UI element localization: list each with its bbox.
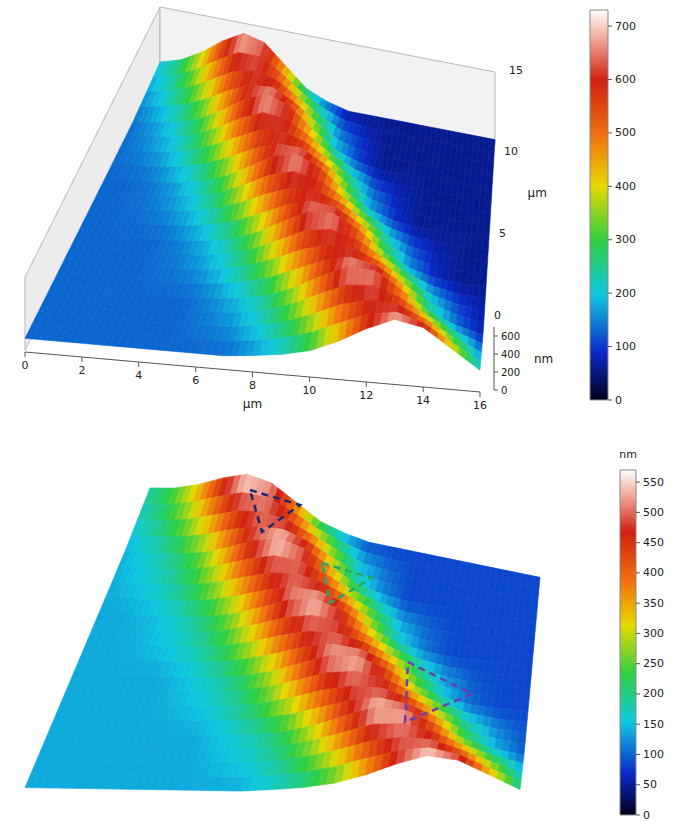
svg-text:6: 6 [192, 374, 199, 387]
svg-text:50: 50 [643, 778, 657, 791]
svg-text:100: 100 [615, 340, 636, 353]
svg-text:350: 350 [643, 597, 664, 610]
svg-text:150: 150 [643, 718, 664, 731]
svg-text:600: 600 [501, 331, 520, 342]
svg-text:10: 10 [302, 384, 316, 397]
svg-text:µm: µm [243, 397, 262, 411]
svg-text:0: 0 [615, 394, 622, 407]
svg-text:12: 12 [359, 389, 373, 402]
svg-text:14: 14 [416, 394, 430, 407]
svg-text:16: 16 [473, 399, 487, 412]
svg-text:nm: nm [534, 352, 553, 366]
svg-text:550: 550 [643, 476, 664, 489]
svg-text:400: 400 [643, 566, 664, 579]
svg-text:15: 15 [509, 64, 523, 77]
svg-text:10: 10 [504, 145, 518, 158]
svg-text:600: 600 [615, 73, 636, 86]
svg-text:300: 300 [643, 627, 664, 640]
svg-text:0: 0 [22, 359, 29, 372]
svg-text:2: 2 [78, 364, 85, 377]
svg-text:400: 400 [615, 180, 636, 193]
svg-text:500: 500 [615, 126, 636, 139]
svg-text:0: 0 [643, 809, 650, 822]
svg-text:8: 8 [249, 379, 256, 392]
svg-text:0: 0 [494, 309, 501, 322]
svg-text:300: 300 [615, 233, 636, 246]
svg-text:µm: µm [528, 186, 547, 200]
svg-text:450: 450 [643, 536, 664, 549]
svg-text:4: 4 [135, 369, 142, 382]
svg-text:500: 500 [643, 506, 664, 519]
svg-text:250: 250 [643, 657, 664, 670]
svg-text:0: 0 [501, 385, 507, 396]
svg-text:200: 200 [615, 287, 636, 300]
svg-text:200: 200 [501, 367, 520, 378]
svg-text:200: 200 [643, 687, 664, 700]
svg-text:400: 400 [501, 349, 520, 360]
svg-text:5: 5 [499, 227, 506, 240]
svg-text:700: 700 [615, 20, 636, 33]
svg-text:100: 100 [643, 748, 664, 761]
svg-text:nm: nm [619, 448, 637, 461]
